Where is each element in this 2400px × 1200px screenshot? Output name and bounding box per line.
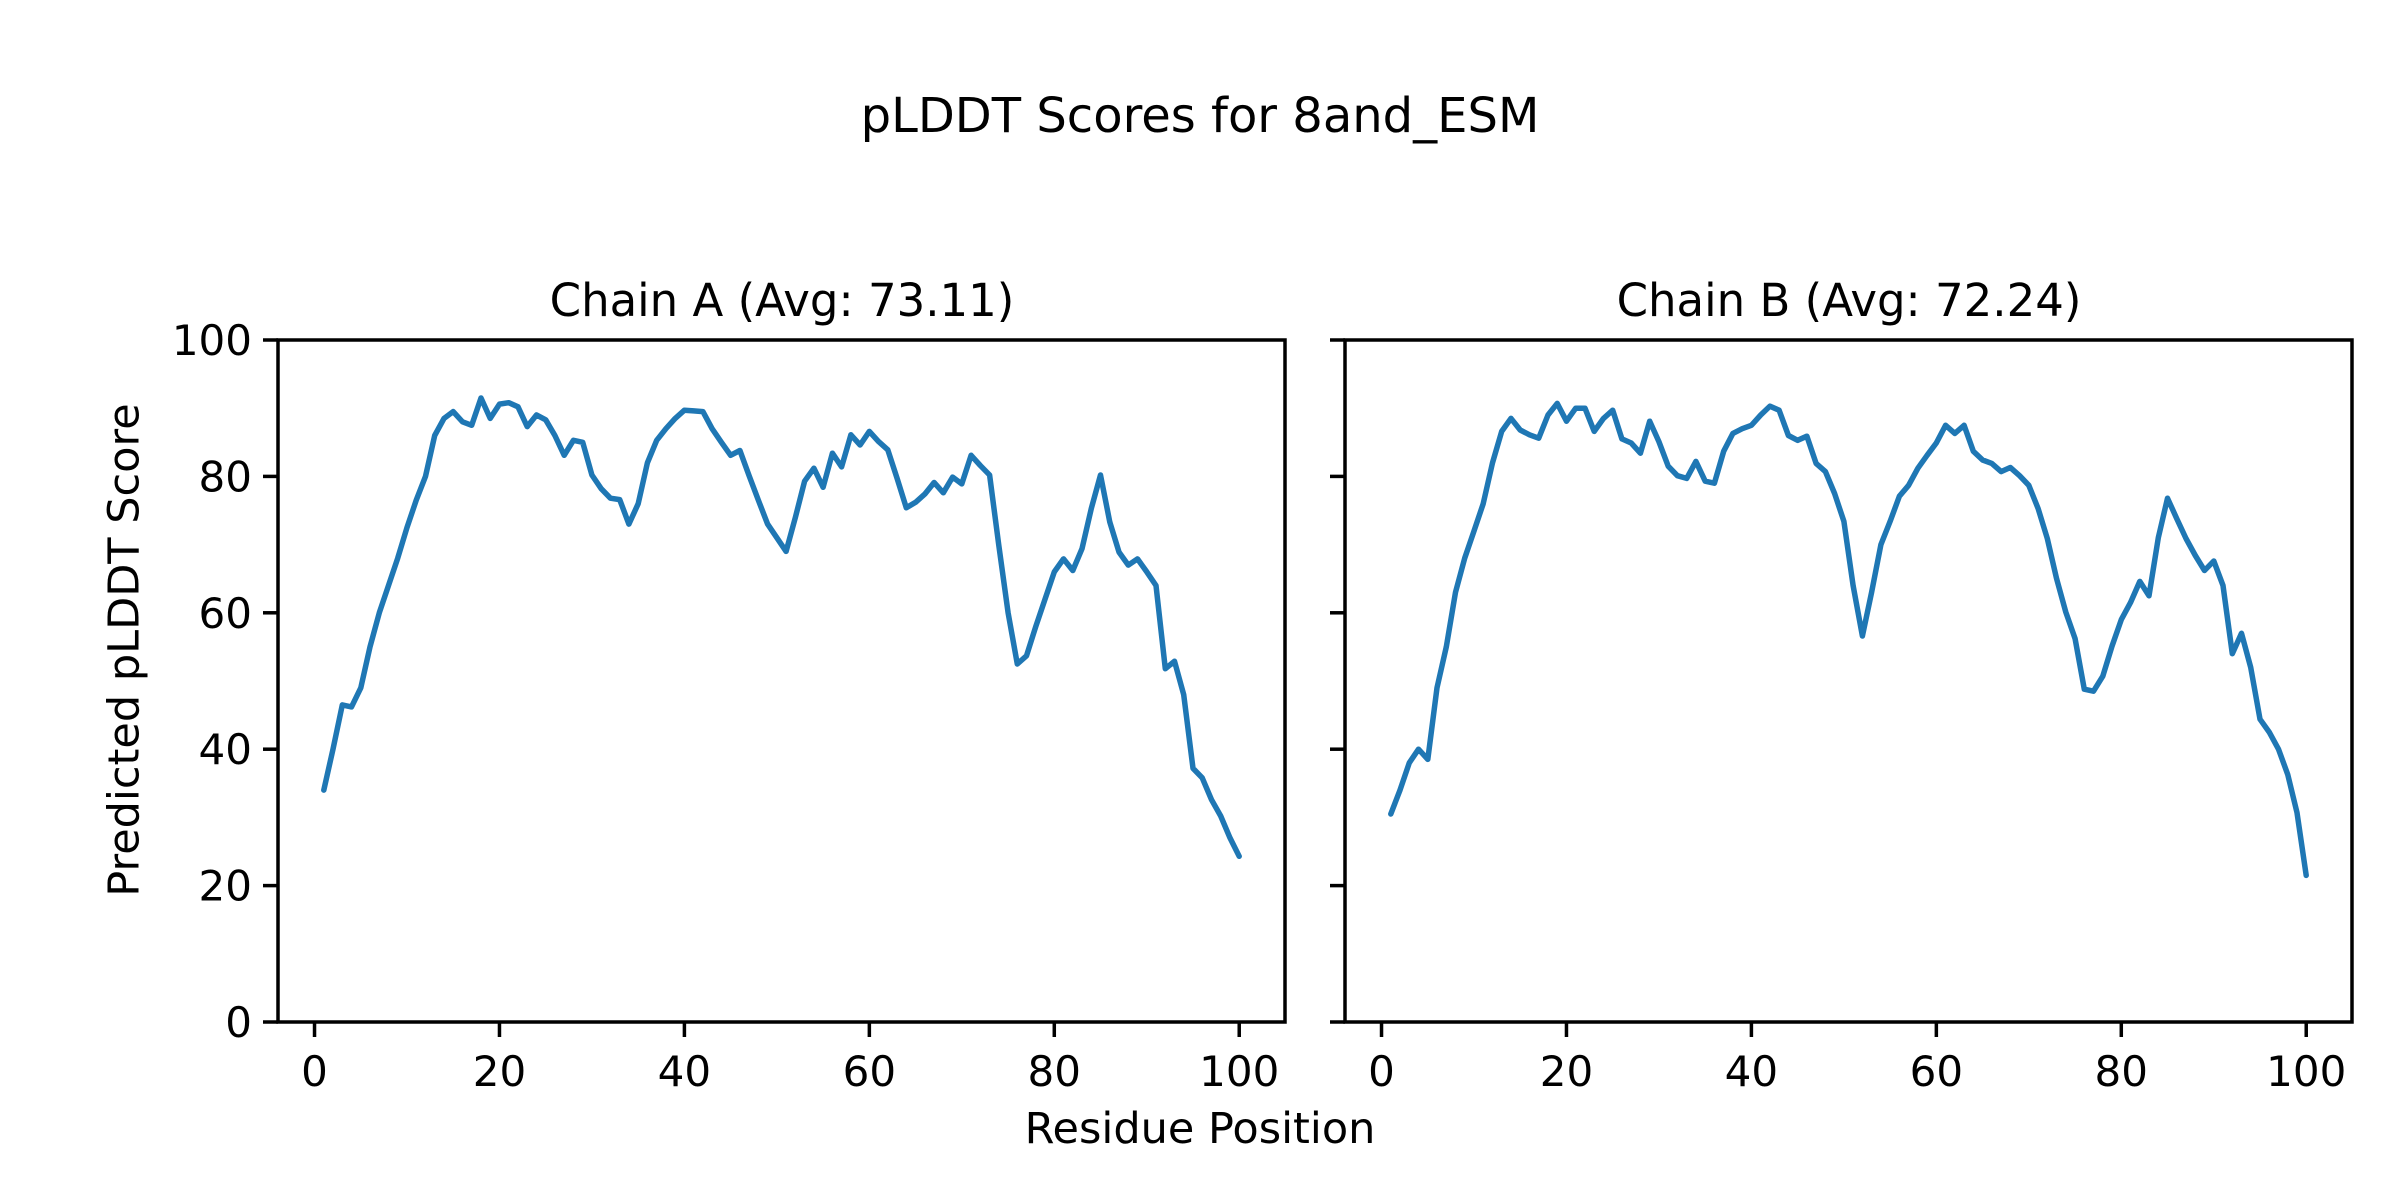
x-tick-label: 0	[1368, 1047, 1395, 1096]
x-tick-label: 100	[1199, 1047, 1279, 1096]
x-tick-label: 60	[843, 1047, 896, 1096]
x-tick-label: 80	[1028, 1047, 1081, 1096]
axes-chain-a: 0 20 40 60 80 100 0 20 40 60 80 100	[172, 316, 1287, 1096]
x-tick-label: 20	[1540, 1047, 1593, 1096]
plot-box	[276, 338, 1287, 1024]
figure-title: pLDDT Scores for 8and_ESM	[860, 88, 1540, 144]
plot-box	[1343, 338, 2354, 1024]
plddt-line-chain-b	[1388, 400, 2309, 879]
y-tick-label: 100	[172, 316, 252, 365]
subplot-title-chain-b: Chain B (Avg: 72.24)	[1616, 274, 2082, 327]
y-tick-label: 20	[199, 862, 252, 911]
x-tick-label: 100	[2266, 1047, 2346, 1096]
x-tick-label: 40	[1725, 1047, 1778, 1096]
x-tick-label: 40	[658, 1047, 711, 1096]
x-tick-label: 80	[2095, 1047, 2148, 1096]
x-tick-label: 60	[1910, 1047, 1963, 1096]
plddt-line-chain-a	[321, 395, 1242, 860]
axes-chain-b: 0 20 40 60 80 100	[1330, 338, 2354, 1096]
x-tick-label: 20	[473, 1047, 526, 1096]
x-tick-label: 0	[301, 1047, 328, 1096]
y-axis-label: Predicted pLDDT Score	[99, 403, 150, 897]
y-tick-label: 80	[199, 452, 252, 501]
y-tick-label: 0	[225, 998, 252, 1047]
y-tick-label: 40	[199, 725, 252, 774]
subplot-title-chain-a: Chain A (Avg: 73.11)	[549, 274, 1015, 327]
x-axis-label: Residue Position	[1024, 1104, 1376, 1154]
y-tick-label: 60	[199, 589, 252, 638]
